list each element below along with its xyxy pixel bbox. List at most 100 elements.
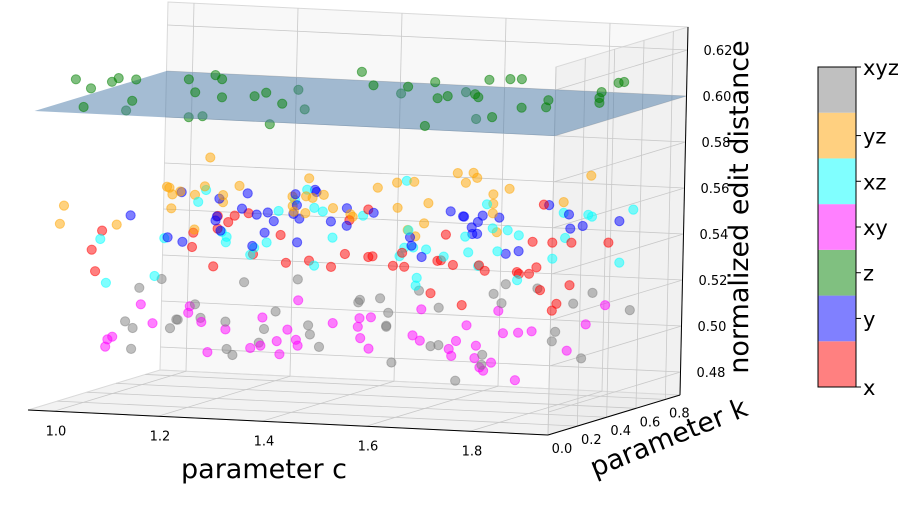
data-point-y bbox=[290, 189, 301, 200]
data-point-yz bbox=[347, 211, 358, 222]
data-point-z bbox=[113, 73, 124, 84]
data-point-xy bbox=[414, 335, 425, 346]
data-point-xyz bbox=[381, 321, 392, 332]
data-point-y bbox=[236, 203, 248, 214]
data-point-z bbox=[249, 91, 260, 102]
data-point-xyz bbox=[624, 305, 635, 316]
data-point-xyz bbox=[587, 287, 598, 298]
x-grid-line bbox=[365, 385, 499, 427]
data-point-xy bbox=[292, 340, 303, 351]
x-tick-label: 1.6 bbox=[358, 439, 379, 454]
data-point-xyz bbox=[550, 326, 561, 337]
data-point-x bbox=[223, 217, 234, 228]
data-point-y bbox=[406, 240, 417, 251]
z-grid-line bbox=[553, 141, 686, 183]
x-grid-line bbox=[601, 23, 611, 392]
data-point-yz bbox=[392, 177, 403, 188]
data-point-xz bbox=[586, 211, 598, 222]
x-grid-line bbox=[53, 370, 187, 412]
data-point-xyz bbox=[500, 279, 511, 290]
data-point-y bbox=[472, 216, 483, 228]
data-point-y bbox=[259, 227, 270, 238]
data-point-y bbox=[565, 223, 576, 234]
data-point-x bbox=[399, 261, 410, 272]
data-point-xyz bbox=[127, 322, 138, 334]
data-point-xy bbox=[271, 336, 282, 347]
data-point-x bbox=[90, 266, 101, 277]
y-grid-line bbox=[115, 382, 637, 409]
data-point-yz bbox=[199, 181, 210, 192]
data-point-xy bbox=[282, 324, 293, 335]
data-point-yz bbox=[372, 182, 383, 193]
data-point-y bbox=[177, 236, 188, 247]
data-point-xyz bbox=[313, 341, 325, 352]
data-point-xz bbox=[221, 231, 232, 242]
y-tick-label: 0.4 bbox=[610, 424, 631, 439]
x-grid-line bbox=[393, 13, 403, 382]
data-point-x bbox=[186, 241, 198, 253]
data-point-xyz bbox=[120, 316, 131, 327]
x-grid-line bbox=[469, 390, 603, 432]
data-point-xyz bbox=[425, 341, 436, 352]
y-grid-line bbox=[57, 400, 578, 427]
data-point-yz bbox=[175, 186, 186, 197]
data-points bbox=[34, 66, 687, 386]
data-point-yz bbox=[504, 183, 515, 194]
data-point-y bbox=[292, 237, 303, 248]
data-point-yz bbox=[460, 177, 471, 188]
z-grid-line bbox=[549, 325, 682, 367]
z-tick-label: 0.50 bbox=[698, 320, 727, 335]
z-grid-line bbox=[164, 162, 685, 189]
data-point-xz bbox=[95, 233, 106, 245]
data-point-xy bbox=[497, 328, 508, 339]
data-point-xyz bbox=[568, 298, 579, 309]
data-point-xy bbox=[407, 330, 418, 341]
data-point-yz bbox=[487, 208, 498, 219]
data-point-xyz bbox=[134, 282, 145, 293]
data-point-yz bbox=[423, 198, 434, 209]
colorbar-segment bbox=[818, 249, 856, 296]
data-point-z bbox=[131, 74, 142, 85]
fit-plane bbox=[34, 71, 687, 136]
x-grid-line bbox=[261, 380, 395, 422]
data-point-x bbox=[523, 268, 535, 279]
data-point-xz bbox=[463, 247, 474, 258]
data-point-xyz bbox=[220, 316, 231, 327]
data-point-xyz bbox=[496, 298, 507, 309]
data-point-z bbox=[190, 87, 201, 98]
data-point-z bbox=[430, 77, 441, 88]
z-axis-label: normalized edit distance bbox=[724, 40, 755, 373]
data-point-xz bbox=[273, 205, 284, 217]
data-point-yz bbox=[392, 202, 403, 213]
data-point-y bbox=[513, 246, 524, 257]
y-tick-label: 0.0 bbox=[552, 442, 573, 457]
data-point-x bbox=[280, 257, 291, 268]
data-point-xz bbox=[193, 196, 204, 207]
data-point-xz bbox=[317, 206, 328, 217]
colorbar-segment bbox=[818, 112, 856, 159]
data-point-z bbox=[613, 77, 624, 89]
data-point-xyz bbox=[476, 359, 487, 370]
data-point-xy bbox=[274, 349, 285, 360]
data-point-y bbox=[500, 248, 511, 259]
data-point-x bbox=[538, 199, 550, 210]
data-point-xz bbox=[149, 270, 160, 282]
x-axis-label: parameter c bbox=[181, 454, 347, 485]
z-grid-line bbox=[550, 279, 683, 321]
data-point-z bbox=[432, 93, 443, 104]
data-point-z bbox=[127, 95, 138, 106]
data-point-x bbox=[447, 259, 458, 271]
x-grid-line bbox=[497, 18, 507, 387]
data-point-xy bbox=[450, 335, 462, 347]
data-point-xy bbox=[485, 357, 497, 368]
data-point-xyz bbox=[450, 375, 461, 386]
data-point-xy bbox=[202, 347, 213, 358]
data-point-yz bbox=[300, 208, 311, 219]
data-point-xy bbox=[147, 318, 158, 329]
z-axis-line bbox=[679, 26, 689, 396]
data-point-yz bbox=[205, 152, 216, 163]
data-point-xy bbox=[600, 300, 611, 311]
z-tick-label: 0.52 bbox=[699, 274, 728, 289]
data-point-xyz bbox=[239, 277, 250, 288]
data-point-y bbox=[325, 216, 336, 227]
